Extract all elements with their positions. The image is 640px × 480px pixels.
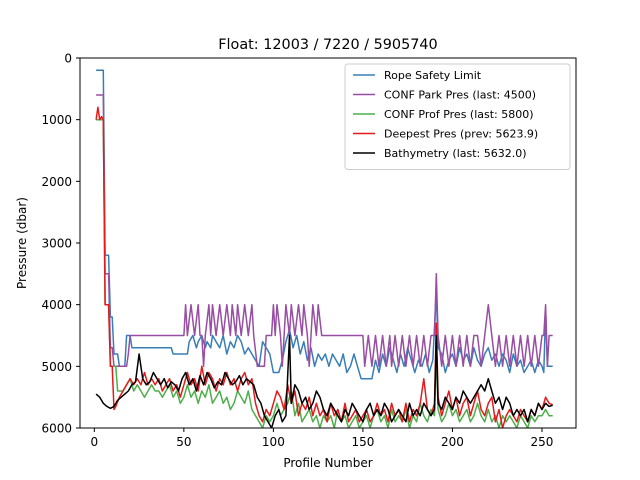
x-tick-label: 100 [262,435,285,449]
x-axis-label: Profile Number [283,456,372,470]
legend: Rope Safety Limit CONF Park Pres (last: 4… [344,63,571,170]
y-tick-label: 1000 [41,113,72,127]
x-tick-label: 50 [176,435,191,449]
x-tick-label: 250 [531,435,554,449]
legend-entry: Bathymetry (last: 5632.0) [384,147,527,160]
x-tick-label: 0 [91,435,99,449]
legend-box [344,63,571,170]
y-tick-label: 4000 [41,298,72,312]
series-layer [95,69,553,428]
legend-entry: Deepest Pres (prev: 5623.9) [384,128,538,141]
x-tick-label: 150 [351,435,374,449]
y-tick-label: 0 [64,52,72,66]
y-tick-label: 5000 [41,360,72,374]
y-tick-label: 3000 [41,237,72,251]
y-tick-label: 6000 [41,422,72,436]
legend-entry: CONF Park Pres (last: 4500) [384,89,536,102]
x-tick-label: 200 [441,435,464,449]
series-line-5 [95,334,553,428]
y-axis-label: Pressure (dbar) [15,197,29,289]
series-line-2 [96,94,553,368]
y-tick-label: 2000 [41,175,72,189]
ticks-layer: 0 50 100 150 200 250 0 1000 2000 3000 4000 5000 6000 [41,52,553,450]
legend-entry: CONF Prof Pres (last: 5800) [384,108,534,121]
legend-entry: Rope Safety Limit [384,69,482,82]
chart-title: Float: 12003 / 7220 / 5905740 [218,37,437,53]
series-line-1 [96,69,553,380]
series-line-4 [95,106,553,428]
